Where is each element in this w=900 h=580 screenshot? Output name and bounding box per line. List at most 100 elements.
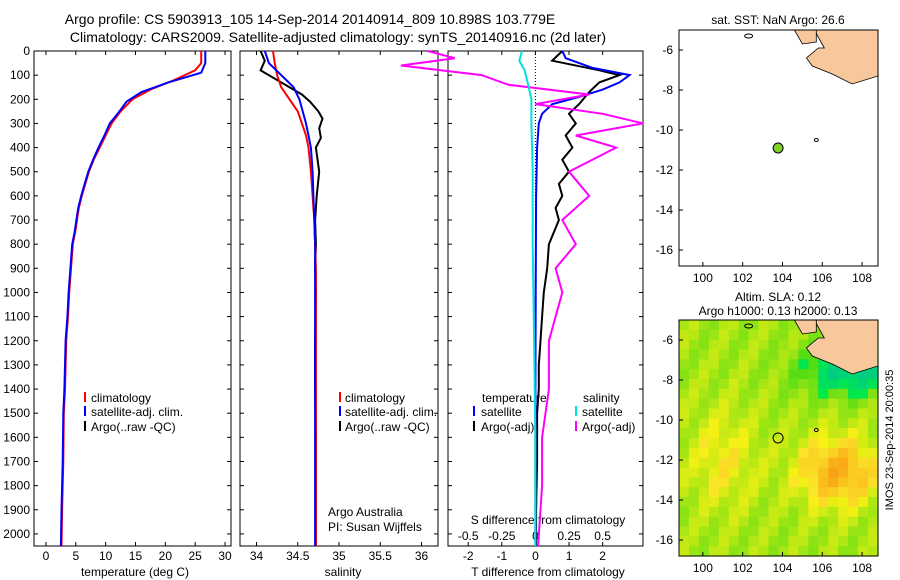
sla-cell xyxy=(868,388,879,400)
sla-cell xyxy=(748,359,760,370)
sla-cell xyxy=(828,487,839,498)
sst-map-xtick-label: 108 xyxy=(852,271,872,285)
sla-cell xyxy=(698,467,710,478)
sla-cell xyxy=(778,339,790,351)
sst-map-land-sumatra xyxy=(793,29,817,45)
salinity-annotation-1: Argo Australia xyxy=(328,505,403,519)
sla-cell xyxy=(838,477,849,488)
sla-cell xyxy=(798,408,809,419)
salinity-argo-line xyxy=(259,50,324,546)
sla-cell xyxy=(788,408,799,419)
sla-cell xyxy=(858,536,869,547)
sla-cell xyxy=(679,398,690,410)
sst-map-ytick-label: -14 xyxy=(656,203,674,217)
sst-map-ytick-label: -16 xyxy=(656,243,674,257)
sla-map-ytick-label: -14 xyxy=(656,493,674,507)
sla-cell xyxy=(858,506,869,518)
sla-cell xyxy=(688,447,700,459)
sla-cell xyxy=(868,408,879,419)
sla-cell xyxy=(818,428,829,439)
panel-1-frame xyxy=(33,50,232,547)
sla-cell xyxy=(768,339,780,351)
sst-map-title: sat. SST: NaN Argo: 26.6 xyxy=(711,13,845,27)
depth-tick-label: 300 xyxy=(10,116,30,130)
sla-cell xyxy=(718,506,730,518)
sla-cell xyxy=(758,487,770,498)
sla-cell xyxy=(728,546,740,557)
sla-cell xyxy=(679,467,690,478)
sla-cell xyxy=(778,418,790,429)
sla-cell xyxy=(798,379,809,390)
sla-cell xyxy=(798,457,809,469)
sla-cell xyxy=(798,349,809,360)
sla-cell xyxy=(679,339,690,351)
sla-cell xyxy=(768,506,780,518)
sla-cell xyxy=(748,329,760,341)
sla-cell xyxy=(868,398,879,410)
temperature-tick-label: 5 xyxy=(72,549,79,563)
sla-cell xyxy=(818,487,829,498)
sla-cell xyxy=(748,477,760,488)
sla-cell xyxy=(768,487,780,498)
sla-cell xyxy=(848,457,859,469)
sla-cell xyxy=(728,398,740,410)
salinity-tick-label: 36 xyxy=(415,549,429,563)
sla-cell xyxy=(688,438,700,449)
sla-cell xyxy=(768,349,780,360)
sla-cell xyxy=(848,536,859,547)
sla-cell xyxy=(838,506,849,518)
sla-cell xyxy=(708,388,720,400)
sla-cell xyxy=(838,497,849,508)
sla-cell xyxy=(748,320,760,331)
sla-cell xyxy=(698,379,710,390)
temperature-tick-label: 0 xyxy=(43,549,50,563)
sla-cell xyxy=(748,506,760,518)
sla-cell xyxy=(768,369,780,380)
sla-cell xyxy=(808,516,819,528)
sla-map-island-enggano xyxy=(744,323,754,329)
sla-cell xyxy=(848,487,859,498)
sst-map-xtick-label: 100 xyxy=(693,271,713,285)
sla-cell xyxy=(688,379,700,390)
sla-cell xyxy=(728,329,740,341)
sla-map-side-label: IMOS 23-Sep-2014 20:00:35 xyxy=(884,370,896,511)
temperature-xlabel: temperature (deg C) xyxy=(81,565,189,579)
sla-cell xyxy=(738,379,750,390)
sla-cell xyxy=(788,516,799,528)
sla-cell xyxy=(768,320,780,331)
sla-cell xyxy=(808,369,819,380)
sla-cell xyxy=(788,497,799,508)
difference-tick-label: 2 xyxy=(599,549,606,563)
sla-cell xyxy=(858,477,869,488)
sla-cell xyxy=(718,487,730,498)
sla-cell xyxy=(728,467,740,478)
sla-cell xyxy=(688,428,700,439)
sla-cell xyxy=(708,536,720,547)
sla-map-ytick-label: -12 xyxy=(656,453,674,467)
sla-cell xyxy=(798,487,809,498)
sst-map-land-java xyxy=(805,29,879,85)
sla-map-island-christmas xyxy=(813,428,819,432)
sla-cell xyxy=(698,487,710,498)
sst-map-xtick-label: 104 xyxy=(772,271,792,285)
sla-cell xyxy=(808,329,819,341)
sla-cell xyxy=(768,467,780,478)
sla-cell xyxy=(679,457,690,469)
sla-cell xyxy=(698,339,710,351)
sla-map-title: Altim. SLA: 0.12 xyxy=(735,290,821,304)
sla-cell xyxy=(708,516,720,528)
sla-cell xyxy=(718,457,730,469)
sla-cell xyxy=(768,329,780,341)
sla-cell xyxy=(838,418,849,429)
sla-cell xyxy=(798,359,809,370)
difference-legend-right-title: salinity xyxy=(583,391,620,405)
sla-cell xyxy=(768,526,780,537)
sla-cell xyxy=(679,388,690,400)
sla-cell xyxy=(679,438,690,449)
sla-cell xyxy=(758,497,770,508)
difference-sal-argo-line xyxy=(400,50,644,547)
sla-cell xyxy=(738,506,750,518)
sst-map-argo-marker xyxy=(772,142,784,154)
sla-cell xyxy=(688,388,700,400)
sla-cell xyxy=(768,398,780,410)
